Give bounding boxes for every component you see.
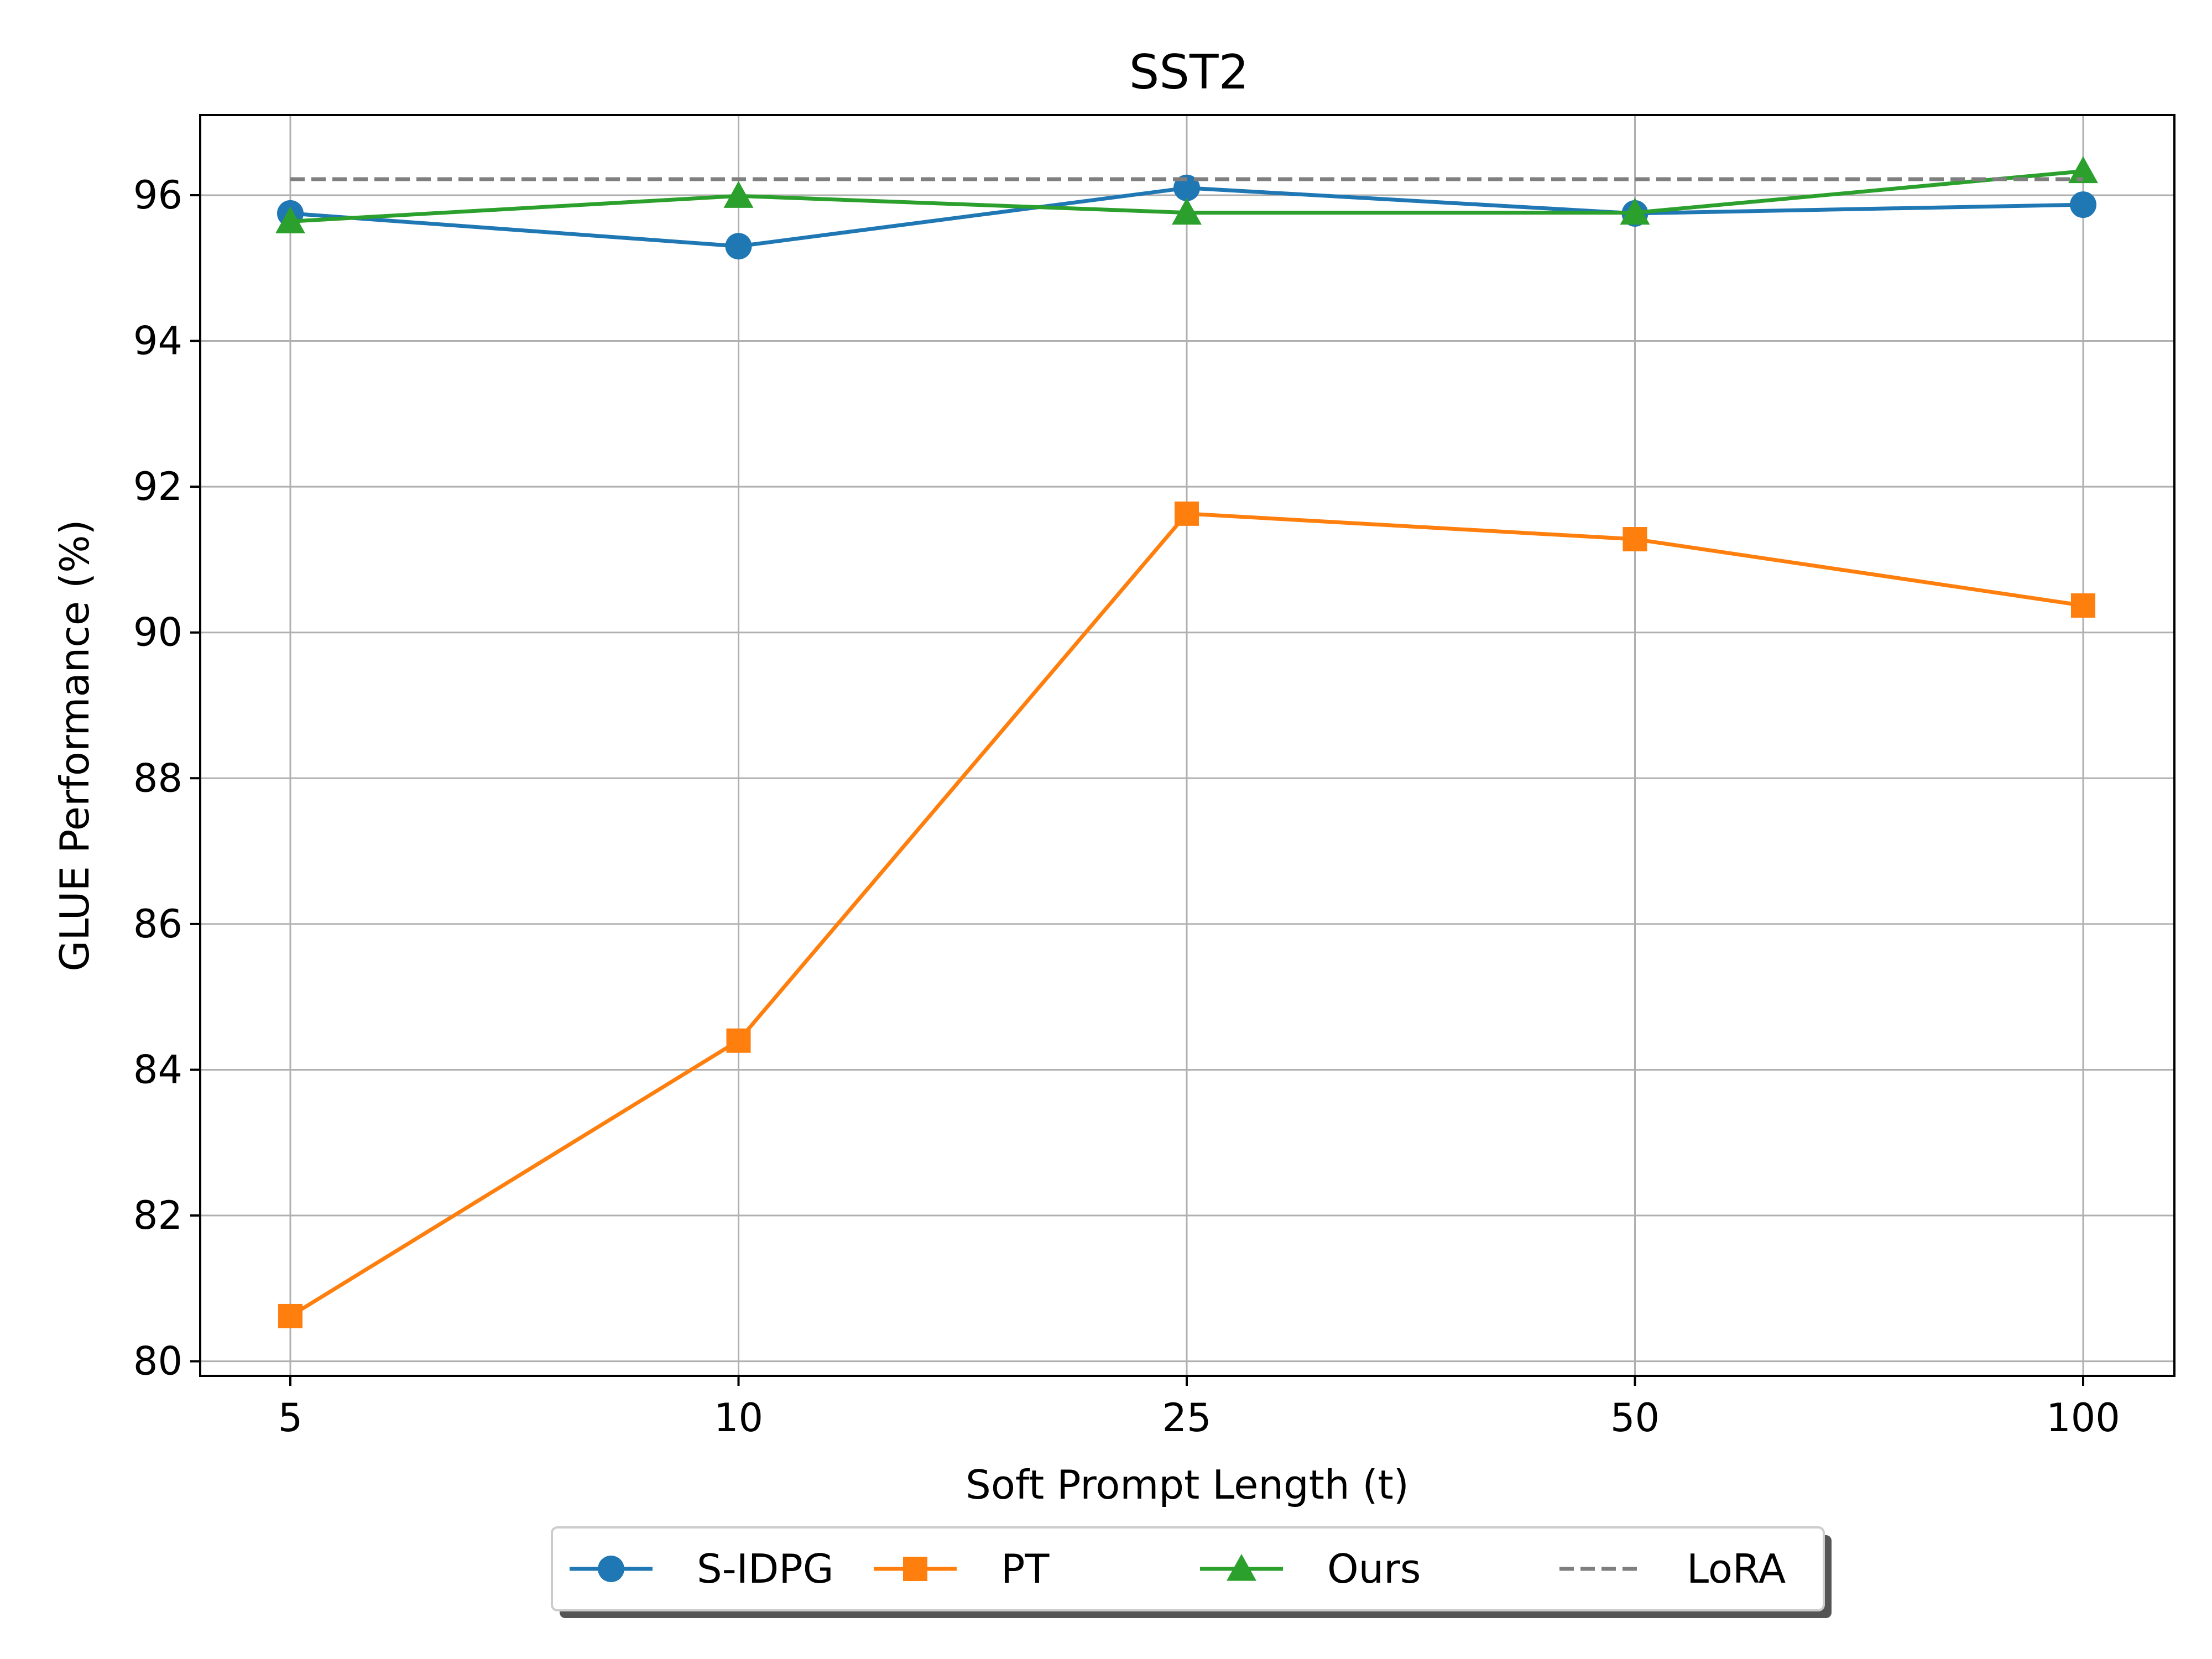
x-tick-label: 10 — [714, 1395, 763, 1441]
legend-item-pt: PT — [874, 1546, 1050, 1592]
legend-label-pt: PT — [1001, 1546, 1050, 1592]
ticks: 5 10 25 50 100 80 82 84 86 88 90 92 94 96 — [133, 173, 2120, 1441]
y-tick-label: 82 — [133, 1193, 182, 1238]
data-point-s-idpg — [1173, 174, 1200, 201]
x-tick-label: 5 — [278, 1395, 303, 1441]
y-tick-label: 90 — [133, 610, 182, 655]
data-point-pt — [1175, 501, 1199, 526]
legend-marker-s-idpg — [598, 1556, 624, 1582]
data-point-pt — [2071, 593, 2095, 618]
legend-item-lora: LoRA — [1559, 1546, 1786, 1592]
x-tick-label: 50 — [1610, 1395, 1660, 1441]
y-tick-label: 92 — [133, 464, 182, 509]
series-layer — [275, 156, 2098, 1328]
data-point-pt — [1623, 527, 1647, 552]
legend-marker-ours — [1227, 1554, 1256, 1581]
legend-label-lora: LoRA — [1687, 1546, 1786, 1592]
series-pt — [278, 501, 2095, 1328]
legend-label-ours: Ours — [1327, 1546, 1421, 1592]
x-axis-label: Soft Prompt Length (t) — [966, 1462, 1409, 1508]
y-tick-label: 86 — [133, 901, 182, 947]
data-point-ours — [723, 181, 754, 208]
data-point-ours — [275, 206, 305, 234]
x-tick-label: 25 — [1162, 1395, 1211, 1441]
data-point-ours — [1620, 197, 1650, 225]
legend-marker-pt — [903, 1557, 927, 1581]
y-tick-label: 94 — [133, 319, 182, 364]
chart-title: SST2 — [1129, 45, 1249, 100]
data-point-pt — [726, 1028, 751, 1053]
legend-box — [551, 1526, 1825, 1611]
data-point-ours — [1172, 197, 1202, 225]
y-axis-label: GLUE Performance (%) — [51, 519, 98, 971]
legend: S-IDPG PT Ours LoRA — [551, 1526, 1832, 1618]
data-point-ours — [2068, 156, 2098, 184]
y-tick-label: 80 — [133, 1339, 182, 1384]
legend-item-ours: Ours — [1200, 1546, 1421, 1592]
data-point-pt — [278, 1303, 302, 1328]
legend-items: S-IDPG PT Ours LoRA — [570, 1546, 1786, 1592]
series-ours — [275, 156, 2098, 234]
y-tick-label: 96 — [133, 173, 182, 218]
data-point-s-idpg — [2070, 191, 2096, 218]
x-tick-label: 100 — [2046, 1395, 2120, 1441]
y-tick-label: 88 — [133, 755, 182, 801]
legend-label-s-idpg: S-IDPG — [697, 1546, 834, 1592]
data-point-s-idpg — [725, 233, 752, 260]
legend-item-s-idpg: S-IDPG — [570, 1546, 834, 1592]
y-tick-label: 84 — [133, 1047, 182, 1092]
